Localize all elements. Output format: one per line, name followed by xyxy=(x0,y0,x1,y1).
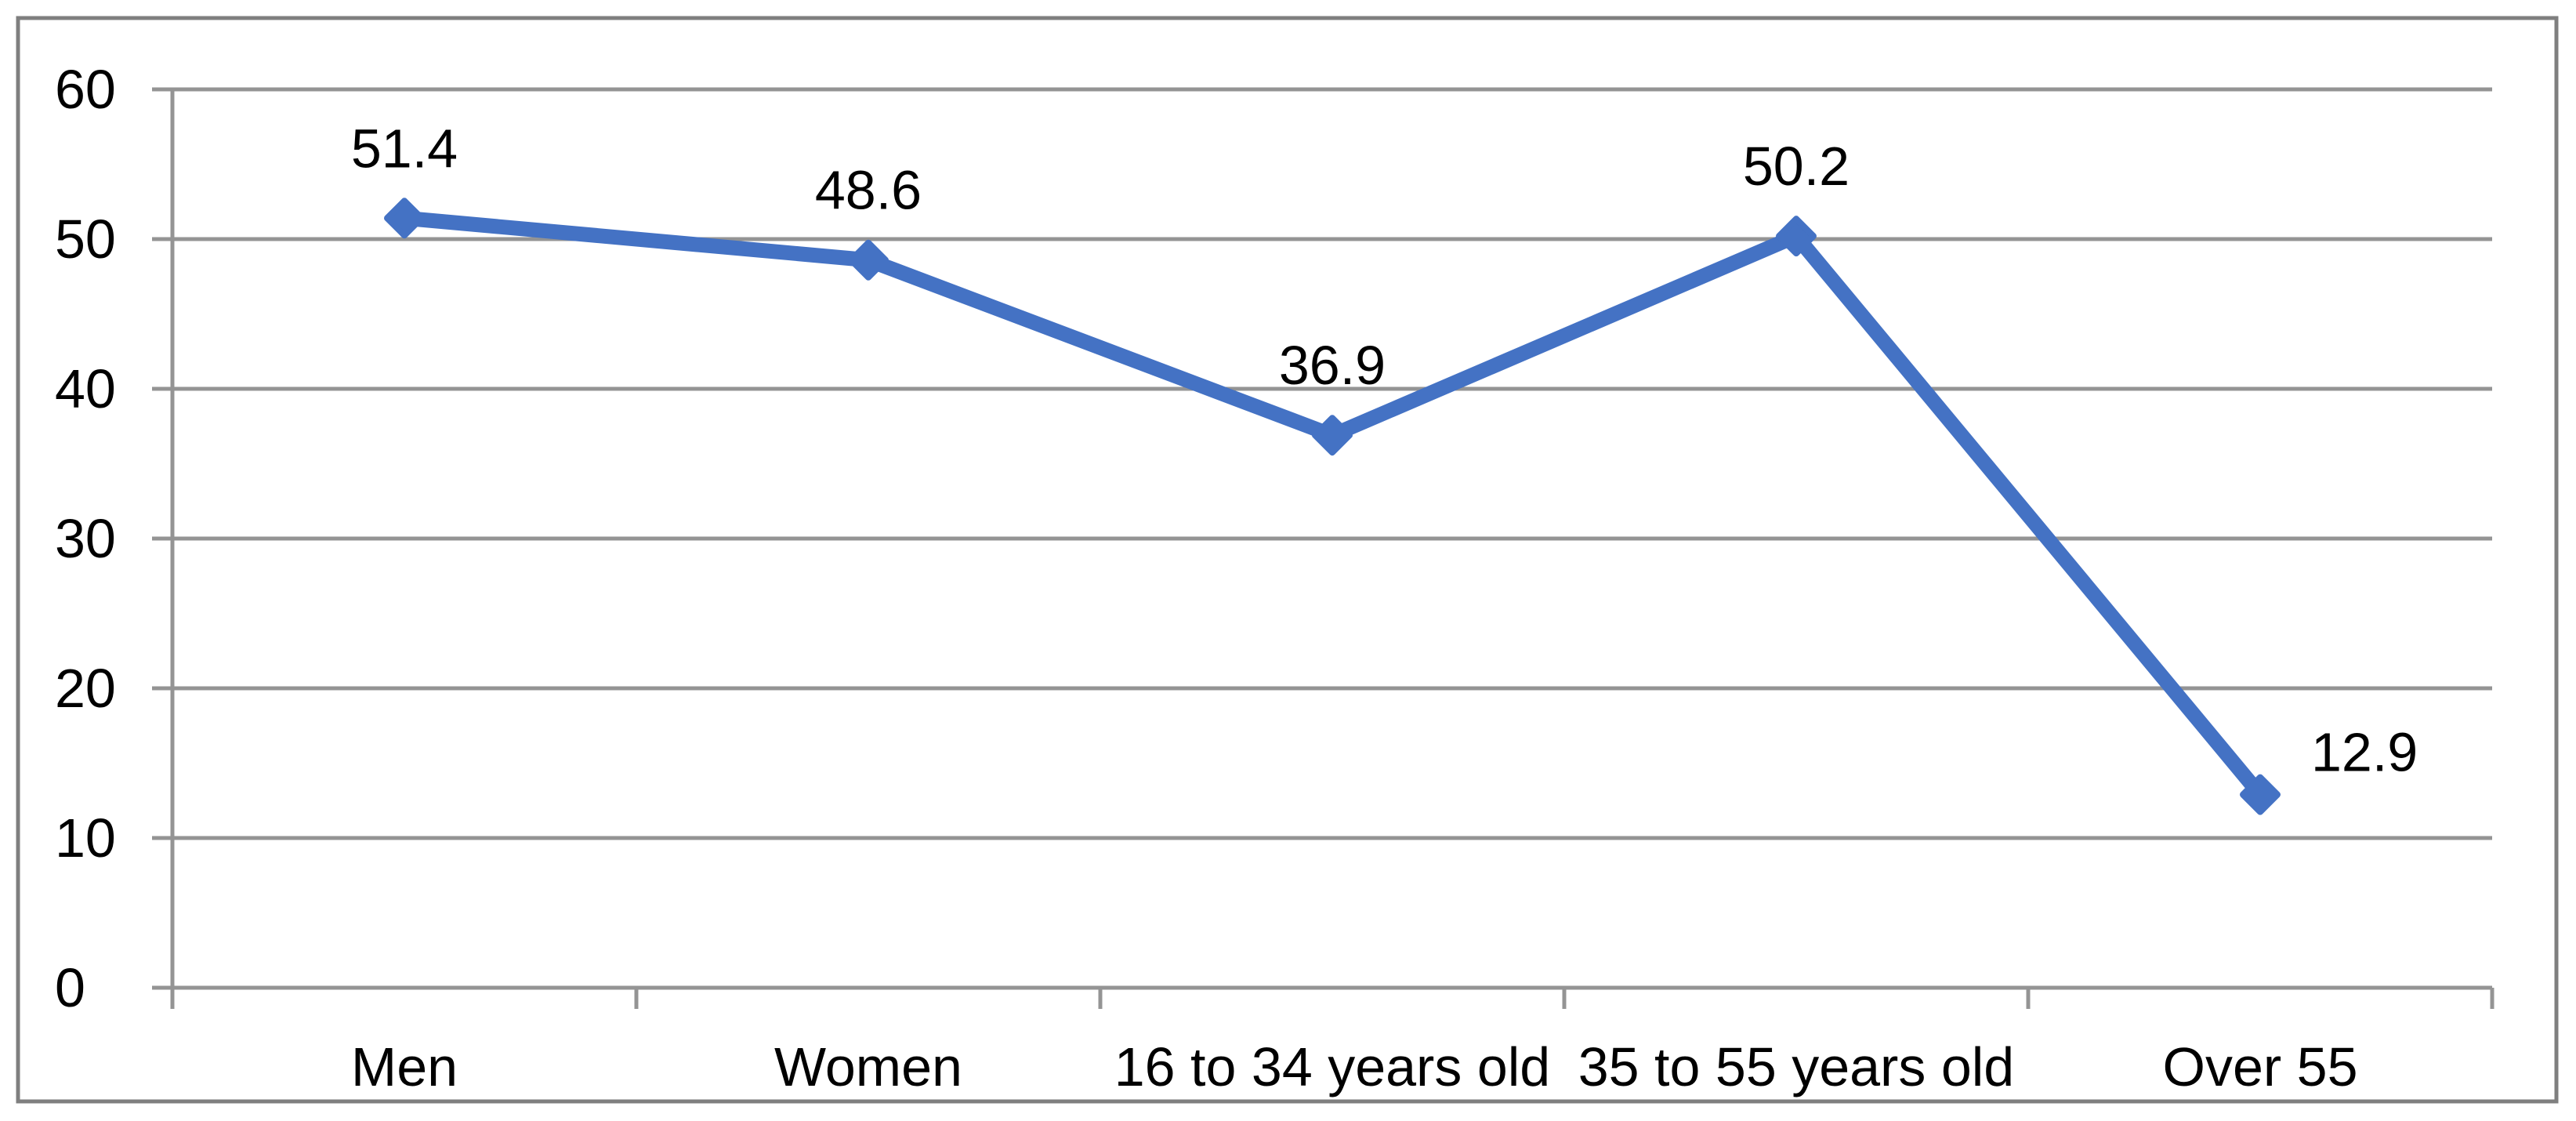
data-point-marker xyxy=(848,239,889,281)
x-axis-category-label: Women xyxy=(774,1036,962,1097)
y-axis-tick-label: 60 xyxy=(55,59,116,120)
series-line xyxy=(397,210,2268,803)
y-axis-tick-label: 50 xyxy=(55,209,116,270)
data-label: 12.9 xyxy=(2311,722,2418,783)
x-axis-labels: Men Women 16 to 34 years old 35 to 55 years… xyxy=(351,1036,2358,1097)
x-axis-category-label: 16 to 34 years old xyxy=(1114,1036,1550,1097)
x-axis-ticks xyxy=(170,988,2494,1009)
x-axis-category-label: Men xyxy=(351,1036,458,1097)
y-axis-tick-label: 40 xyxy=(55,358,116,419)
data-label: 48.6 xyxy=(815,160,922,221)
x-axis-category-label: Over 55 xyxy=(2163,1036,2358,1097)
data-label: 36.9 xyxy=(1279,335,1386,396)
y-axis-tick-label: 0 xyxy=(55,957,85,1018)
chart-outer-border xyxy=(16,16,2559,1104)
x-axis-category-label: 35 to 55 years old xyxy=(1578,1036,2014,1097)
y-axis-tick-label: 10 xyxy=(55,807,116,869)
data-label: 50.2 xyxy=(1743,136,1850,197)
data-point-marker xyxy=(1312,415,1353,456)
series-markers xyxy=(384,198,2281,815)
data-labels: 51.4 48.6 36.9 50.2 12.9 xyxy=(351,118,2418,782)
y-axis-tick-label: 20 xyxy=(55,658,116,719)
y-axis-tick-label: 30 xyxy=(55,508,116,569)
data-point-marker xyxy=(2240,774,2281,815)
data-point-marker xyxy=(1776,216,1817,257)
y-axis-labels: 0 10 20 30 40 50 60 xyxy=(55,59,116,1018)
data-label: 51.4 xyxy=(351,118,458,179)
data-point-marker xyxy=(384,198,425,239)
